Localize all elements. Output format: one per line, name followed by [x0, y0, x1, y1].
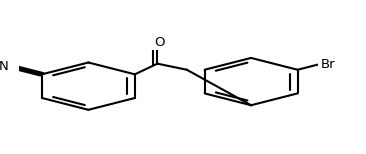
Text: Br: Br [321, 58, 335, 71]
Text: N: N [0, 60, 8, 73]
Text: O: O [154, 36, 164, 49]
